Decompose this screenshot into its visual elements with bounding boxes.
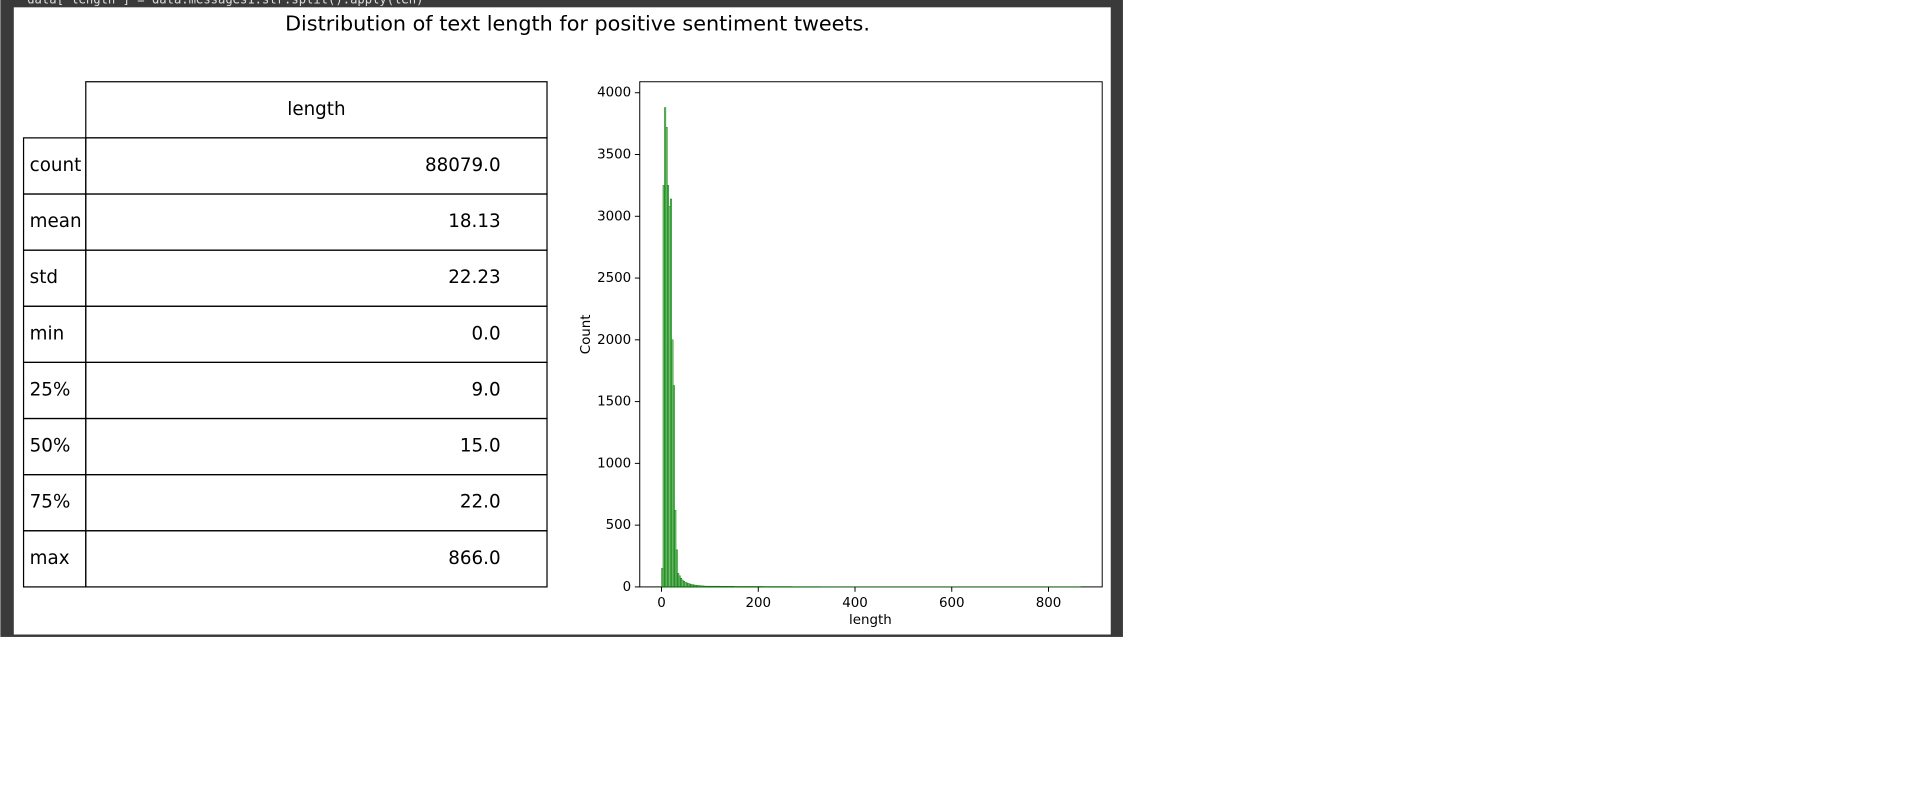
y-tick-label: 2500 — [597, 271, 631, 286]
cell-value: 22.0 — [460, 492, 501, 513]
row-label: std — [30, 267, 58, 288]
y-tick-label: 3000 — [597, 209, 631, 224]
y-tick-label: 1500 — [597, 395, 631, 410]
row-label: mean — [30, 211, 82, 232]
row-label: 25% — [30, 379, 71, 400]
row-label: max — [30, 548, 70, 569]
stats-table: length count 88079.0 mean 18.13 std 22.23 min 0.… — [22, 81, 548, 588]
y-tick-label: 3500 — [597, 148, 631, 163]
y-tick-label: 2000 — [597, 333, 631, 348]
x-tick-label: 400 — [842, 596, 868, 611]
y-axis-label: Count — [579, 314, 594, 354]
figure-area — [13, 7, 1111, 635]
bar — [719, 586, 735, 588]
cell-value: 0.0 — [472, 323, 501, 344]
cell-value: 22.23 — [448, 267, 500, 288]
cell-value: 18.13 — [448, 211, 500, 232]
cell-value: 15.0 — [460, 436, 501, 457]
bar — [704, 585, 720, 588]
y-tick-label: 0 — [623, 580, 632, 595]
row-label: 75% — [30, 492, 71, 513]
bar — [675, 549, 678, 588]
bar — [674, 510, 677, 588]
y-tick-label: 1000 — [597, 456, 631, 471]
cell-value: 866.0 — [448, 548, 500, 569]
x-tick-label: 600 — [939, 596, 965, 611]
value-cell — [85, 530, 548, 588]
row-label: 50% — [30, 436, 71, 457]
y-tick-label: 4000 — [597, 86, 631, 101]
cell-value: 88079.0 — [425, 155, 501, 176]
x-tick-label: 200 — [745, 596, 771, 611]
histogram: length Count 0 200 400 600 800 0 500 1000 1500 20… — [579, 81, 1103, 628]
x-tick-label: 800 — [1036, 596, 1062, 611]
x-axis-label: length — [849, 613, 892, 628]
bar — [672, 385, 675, 588]
row-label: count — [30, 155, 82, 176]
row-label: min — [30, 323, 65, 344]
y-tick-label: 500 — [606, 518, 632, 533]
code-line: data['length'] = data.messages1.str.spli… — [27, 0, 423, 7]
x-tick-label: 0 — [657, 596, 666, 611]
cell-value: 9.0 — [472, 379, 501, 400]
chart-title: Distribution of text length for positive… — [285, 11, 870, 35]
column-header: length — [287, 99, 345, 120]
